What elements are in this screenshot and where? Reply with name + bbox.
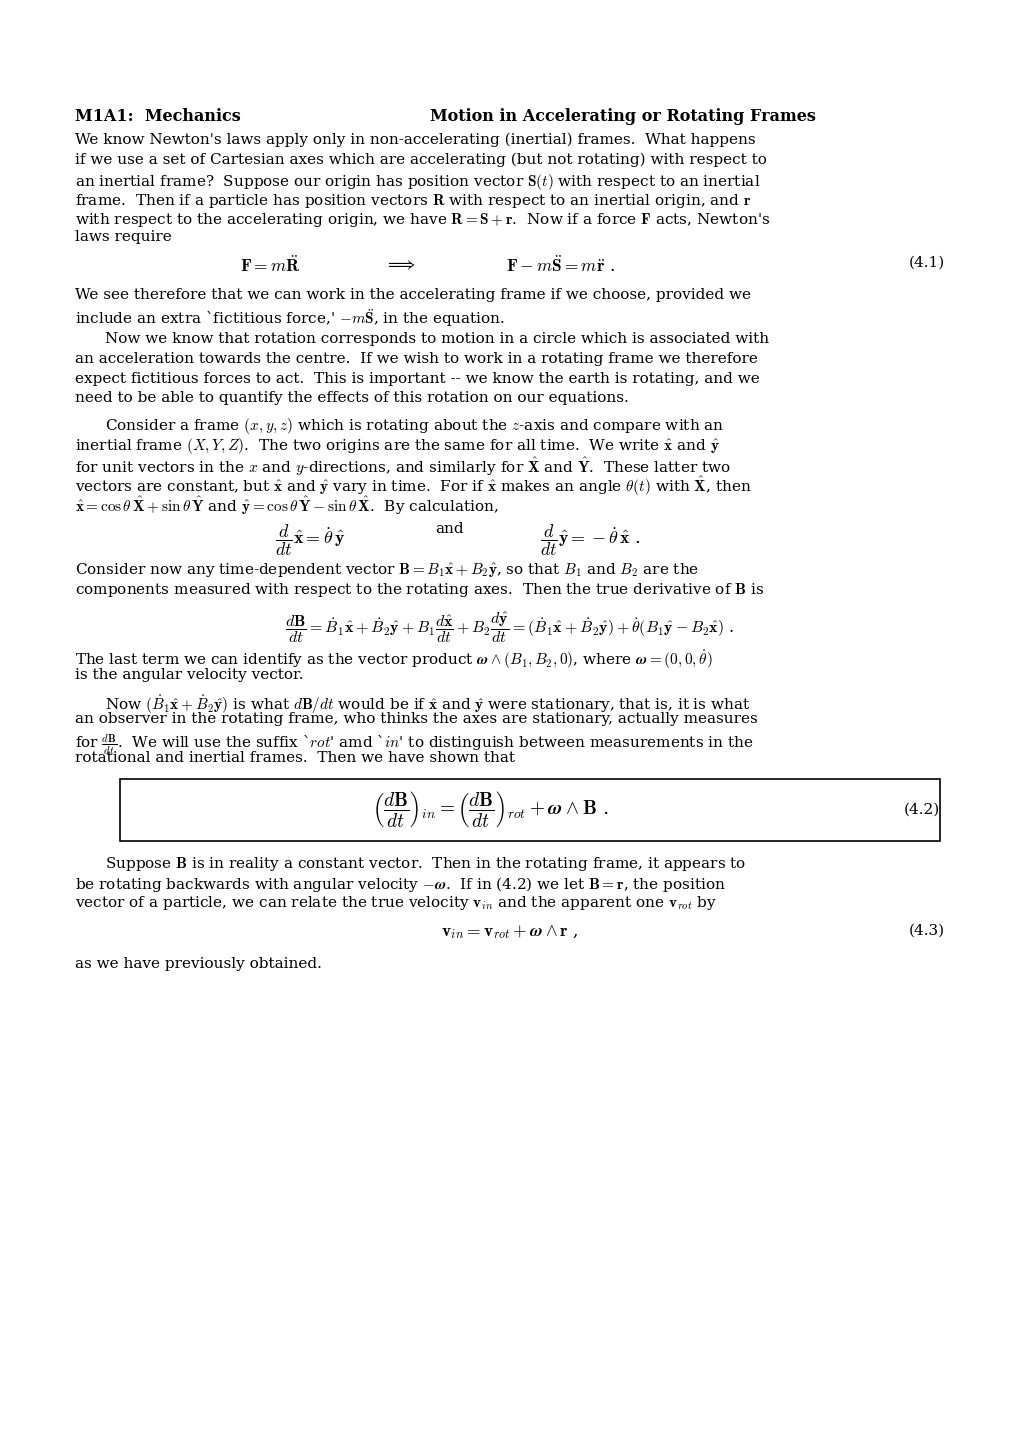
Text: Now $(\dot{B}_1\hat{\mathbf{x}}+\dot{B}_2\hat{\mathbf{y}})$ is what $d\mathbf{B}: Now $(\dot{B}_1\hat{\mathbf{x}}+\dot{B}_…: [105, 694, 750, 715]
Text: The last term we can identify as the vector product $\boldsymbol{\omega}\wedge(B: The last term we can identify as the vec…: [75, 647, 712, 671]
Text: Now we know that rotation corresponds to motion in a circle which is associated : Now we know that rotation corresponds to…: [105, 333, 768, 346]
Text: We see therefore that we can work in the accelerating frame if we choose, provid: We see therefore that we can work in the…: [75, 287, 750, 301]
Text: laws require: laws require: [75, 231, 171, 245]
Text: Consider now any time-dependent vector $\mathbf{B} = B_1\hat{\mathbf{x}} + B_2\h: Consider now any time-dependent vector $…: [75, 561, 698, 580]
Text: $\dfrac{d}{dt}\hat{\mathbf{x}} = \dot{\theta}\,\hat{\mathbf{y}}$: $\dfrac{d}{dt}\hat{\mathbf{x}} = \dot{\t…: [274, 522, 344, 558]
Text: be rotating backwards with angular velocity $-\boldsymbol{\omega}$.  If in (4.2): be rotating backwards with angular veloc…: [75, 874, 726, 894]
Text: rotational and inertial frames.  Then we have shown that: rotational and inertial frames. Then we …: [75, 751, 515, 766]
Text: $\left(\dfrac{d\mathbf{B}}{dt}\right)_{in} = \left(\dfrac{d\mathbf{B}}{dt}\right: $\left(\dfrac{d\mathbf{B}}{dt}\right)_{i…: [372, 789, 607, 829]
Text: Suppose $\mathbf{B}$ is in reality a constant vector.  Then in the rotating fram: Suppose $\mathbf{B}$ is in reality a con…: [105, 855, 746, 872]
Text: $\dfrac{d\mathbf{B}}{dt} = \dot{B}_1\hat{\mathbf{x}} + \dot{B}_2\hat{\mathbf{y}}: $\dfrac{d\mathbf{B}}{dt} = \dot{B}_1\hat…: [285, 610, 734, 645]
Text: with respect to the accelerating origin, we have $\mathbf{R} = \mathbf{S}+\mathb: with respect to the accelerating origin,…: [75, 211, 769, 229]
Text: an inertial frame?  Suppose our origin has position vector $\mathbf{S}(t)$ with : an inertial frame? Suppose our origin ha…: [75, 172, 760, 192]
Text: and: and: [435, 522, 464, 536]
Text: need to be able to quantify the effects of this rotation on our equations.: need to be able to quantify the effects …: [75, 391, 628, 405]
Text: Consider a frame $(x, y, z)$ which is rotating about the $z$-axis and compare wi: Consider a frame $(x, y, z)$ which is ro…: [105, 417, 723, 437]
FancyBboxPatch shape: [120, 779, 940, 841]
Text: (4.2): (4.2): [903, 803, 940, 818]
Text: $\Longrightarrow$: $\Longrightarrow$: [384, 257, 416, 273]
Text: Motion in Accelerating or Rotating Frames: Motion in Accelerating or Rotating Frame…: [430, 108, 815, 125]
Text: $\dfrac{d}{dt}\hat{\mathbf{y}} = -\dot{\theta}\,\hat{\mathbf{x}}$ .: $\dfrac{d}{dt}\hat{\mathbf{y}} = -\dot{\…: [539, 522, 640, 558]
Text: vector of a particle, we can relate the true velocity $\mathbf{v}_{in}$ and the : vector of a particle, we can relate the …: [75, 894, 716, 911]
Text: M1A1:  Mechanics: M1A1: Mechanics: [75, 108, 240, 125]
Text: $\mathbf{F} = m\ddot{\mathbf{R}}$: $\mathbf{F} = m\ddot{\mathbf{R}}$: [239, 257, 301, 275]
Text: as we have previously obtained.: as we have previously obtained.: [75, 957, 322, 970]
Text: include an extra `fictitious force,' $-m\ddot{\mathbf{S}}$, in the equation.: include an extra `fictitious force,' $-m…: [75, 307, 504, 329]
Text: $\mathbf{v}_{in} = \mathbf{v}_{rot} + \boldsymbol{\omega}\wedge\mathbf{r}$ ,: $\mathbf{v}_{in} = \mathbf{v}_{rot} + \b…: [441, 923, 578, 942]
Text: for unit vectors in the $x$ and $y$-directions, and similarly for $\hat{\mathbf{: for unit vectors in the $x$ and $y$-dire…: [75, 456, 730, 477]
Text: We know Newton's laws apply only in non-accelerating (inertial) frames.  What ha: We know Newton's laws apply only in non-…: [75, 133, 755, 147]
Text: is the angular velocity vector.: is the angular velocity vector.: [75, 668, 304, 682]
Text: an observer in the rotating frame, who thinks the axes are stationary, actually : an observer in the rotating frame, who t…: [75, 712, 757, 727]
Text: vectors are constant, but $\hat{\mathbf{x}}$ and $\hat{\mathbf{y}}$ vary in time: vectors are constant, but $\hat{\mathbf{…: [75, 474, 751, 499]
Text: an acceleration towards the centre.  If we wish to work in a rotating frame we t: an acceleration towards the centre. If w…: [75, 352, 757, 366]
Text: for $\frac{d\mathbf{B}}{dt}$.  We will use the suffix `$rot$' amd `$in$' to dist: for $\frac{d\mathbf{B}}{dt}$. We will us…: [75, 733, 753, 757]
Text: (4.3): (4.3): [908, 923, 944, 937]
Text: frame.  Then if a particle has position vectors $\mathbf{R}$ with respect to an : frame. Then if a particle has position v…: [75, 192, 751, 209]
Text: expect fictitious forces to act.  This is important -- we know the earth is rota: expect fictitious forces to act. This is…: [75, 372, 759, 385]
Text: components measured with respect to the rotating axes.  Then the true derivative: components measured with respect to the …: [75, 581, 763, 598]
Text: (4.1): (4.1): [908, 257, 944, 270]
Text: $\mathbf{F} - m\ddot{\mathbf{S}} = m\ddot{\mathbf{r}}$ .: $\mathbf{F} - m\ddot{\mathbf{S}} = m\ddo…: [505, 257, 613, 275]
Text: if we use a set of Cartesian axes which are accelerating (but not rotating) with: if we use a set of Cartesian axes which …: [75, 153, 766, 167]
Text: inertial frame $(X, Y, Z)$.  The two origins are the same for all time.  We writ: inertial frame $(X, Y, Z)$. The two orig…: [75, 435, 719, 456]
Text: $\hat{\mathbf{x}} = \cos\theta\,\hat{\mathbf{X}} + \sin\theta\,\hat{\mathbf{Y}}$: $\hat{\mathbf{x}} = \cos\theta\,\hat{\ma…: [75, 495, 498, 516]
